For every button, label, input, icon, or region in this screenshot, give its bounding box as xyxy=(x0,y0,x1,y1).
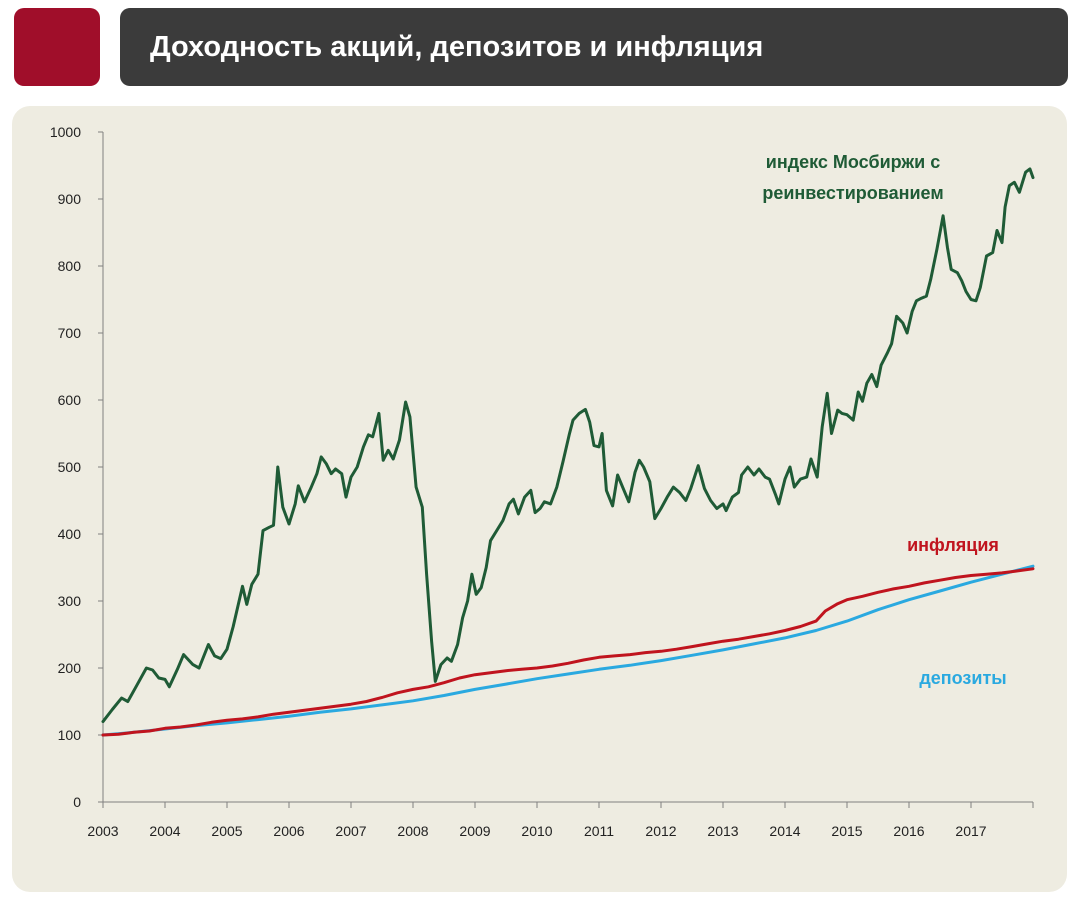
x-tick-label: 2009 xyxy=(459,823,490,839)
y-tick-label: 400 xyxy=(58,526,82,542)
x-tick-label: 2016 xyxy=(893,823,924,839)
title-bar: Доходность акций, депозитов и инфляция xyxy=(120,8,1068,86)
x-tick-label: 2005 xyxy=(211,823,242,839)
x-tick-label: 2006 xyxy=(273,823,304,839)
y-tick-label: 100 xyxy=(58,727,82,743)
x-tick-label: 2012 xyxy=(645,823,676,839)
y-tick-label: 300 xyxy=(58,593,82,609)
x-tick-label: 2017 xyxy=(955,823,986,839)
accent-block xyxy=(14,8,100,86)
x-tick-label: 2004 xyxy=(149,823,180,839)
y-tick-label: 1000 xyxy=(50,124,81,140)
x-tick-label: 2008 xyxy=(397,823,428,839)
x-tick-label: 2015 xyxy=(831,823,862,839)
y-tick-label: 600 xyxy=(58,392,82,408)
x-tick-label: 2011 xyxy=(584,823,614,839)
y-tick-label: 700 xyxy=(58,325,82,341)
y-tick-label: 0 xyxy=(73,794,81,810)
y-tick-label: 500 xyxy=(58,459,82,475)
series-line-deposits xyxy=(101,564,1035,737)
x-tick-label: 2013 xyxy=(707,823,738,839)
series-line-inflation xyxy=(101,567,1035,737)
series-line-moex-index xyxy=(101,167,1035,724)
series-label-inflation: инфляция xyxy=(907,535,999,555)
series-label-moex-index: индекс Мосбиржи с xyxy=(766,152,940,172)
series-label-deposits: депозиты xyxy=(919,668,1006,688)
page-title: Доходность акций, депозитов и инфляция xyxy=(150,30,764,63)
x-tick-label: 2010 xyxy=(521,823,552,839)
y-tick-label: 900 xyxy=(58,191,82,207)
x-tick-label: 2014 xyxy=(769,823,800,839)
series-label-moex-index: реинвестированием xyxy=(762,183,943,203)
x-tick-label: 2007 xyxy=(335,823,366,839)
chart-panel xyxy=(12,106,1067,892)
y-tick-label: 200 xyxy=(58,660,82,676)
x-tick-label: 2003 xyxy=(87,823,118,839)
y-tick-label: 800 xyxy=(58,258,82,274)
